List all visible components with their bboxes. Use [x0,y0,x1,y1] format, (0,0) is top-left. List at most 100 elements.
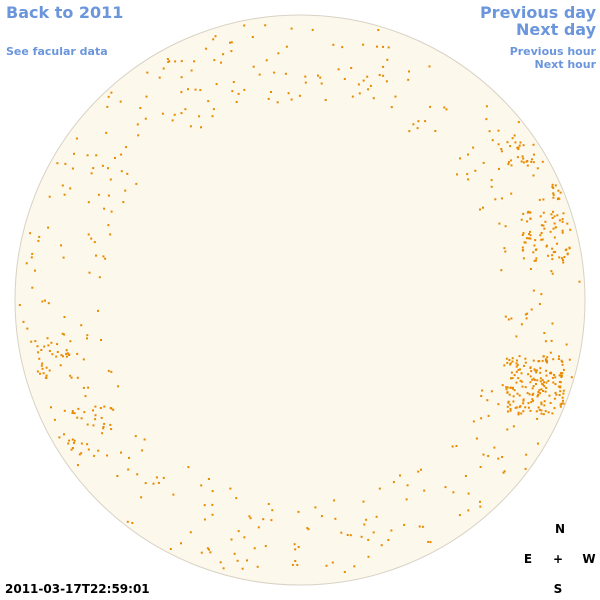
facula [293,543,296,546]
facula [62,256,65,259]
previous-hour-link[interactable]: Previous hour [509,45,596,58]
facula [554,376,557,379]
facula [403,523,406,526]
facula [194,88,197,91]
facula [517,377,520,380]
facula [367,538,370,541]
facula [522,398,525,401]
facula [522,212,525,215]
facula [200,551,203,554]
facula [125,146,128,149]
facula [320,82,323,85]
facula [538,408,541,411]
compass-east: E [523,552,533,566]
facula [455,445,458,447]
facula [127,468,130,471]
facula [536,395,539,398]
facula [554,184,557,187]
facula [230,538,233,541]
facula [474,169,477,172]
facula [452,491,455,494]
facula [443,106,446,109]
facula [518,394,521,397]
facula [540,293,543,296]
facula [65,355,68,358]
facula [56,343,59,346]
facula [545,359,548,362]
facula [552,193,555,196]
facula [107,194,110,197]
next-day-link[interactable]: Next day [516,20,596,39]
facula [545,374,548,377]
facula [497,143,500,146]
facula [522,249,525,252]
facula [513,389,516,392]
facula [86,334,89,337]
facula [387,539,390,541]
facula [50,341,53,344]
facula [520,412,523,415]
facula [538,389,541,392]
facular-link[interactable]: See facular data [6,45,108,58]
facula [539,377,542,380]
facula [526,312,529,315]
facula [87,233,90,236]
facula [506,141,509,144]
facula [47,226,50,229]
facula [372,97,375,100]
facula [97,449,100,452]
facula [103,422,106,425]
facula [532,143,535,146]
facula [564,249,567,252]
facula [367,555,370,558]
facula [549,402,552,404]
facula [533,153,535,156]
facula [551,247,554,250]
solar-disk [14,14,586,586]
facula [298,94,301,97]
facula [36,370,39,373]
next-hour-link[interactable]: Next hour [534,58,597,71]
facula [380,544,383,547]
facula [541,359,544,362]
facula [519,379,522,382]
facula [251,36,254,38]
facula [552,358,555,361]
facula [509,407,512,410]
facula [362,500,365,503]
facula [157,481,160,484]
facula [557,385,560,388]
facula [540,409,543,412]
facula [546,361,548,364]
facula [565,343,568,346]
facula [509,386,512,389]
back-link[interactable]: Back to 2011 [6,3,124,22]
facula [369,84,372,87]
previous-day-link[interactable]: Previous day [479,3,596,22]
facula [525,453,528,456]
facula [97,309,99,312]
facula [162,67,165,70]
facula [29,232,32,235]
facula [480,395,483,397]
facula [532,399,534,402]
facula [103,405,106,408]
facula [558,256,561,259]
facula [120,153,123,156]
facula [562,368,565,371]
facula [86,337,88,340]
facula [100,339,102,341]
facula [540,224,543,227]
facula [542,413,545,416]
facula [559,386,562,389]
facula [341,46,344,49]
facula [362,79,365,82]
facula [539,234,542,237]
facula [559,372,562,375]
facula [324,99,327,101]
facula [517,413,520,416]
facula [358,92,361,95]
facula [522,157,525,160]
facula [382,45,384,48]
facula [76,352,79,355]
